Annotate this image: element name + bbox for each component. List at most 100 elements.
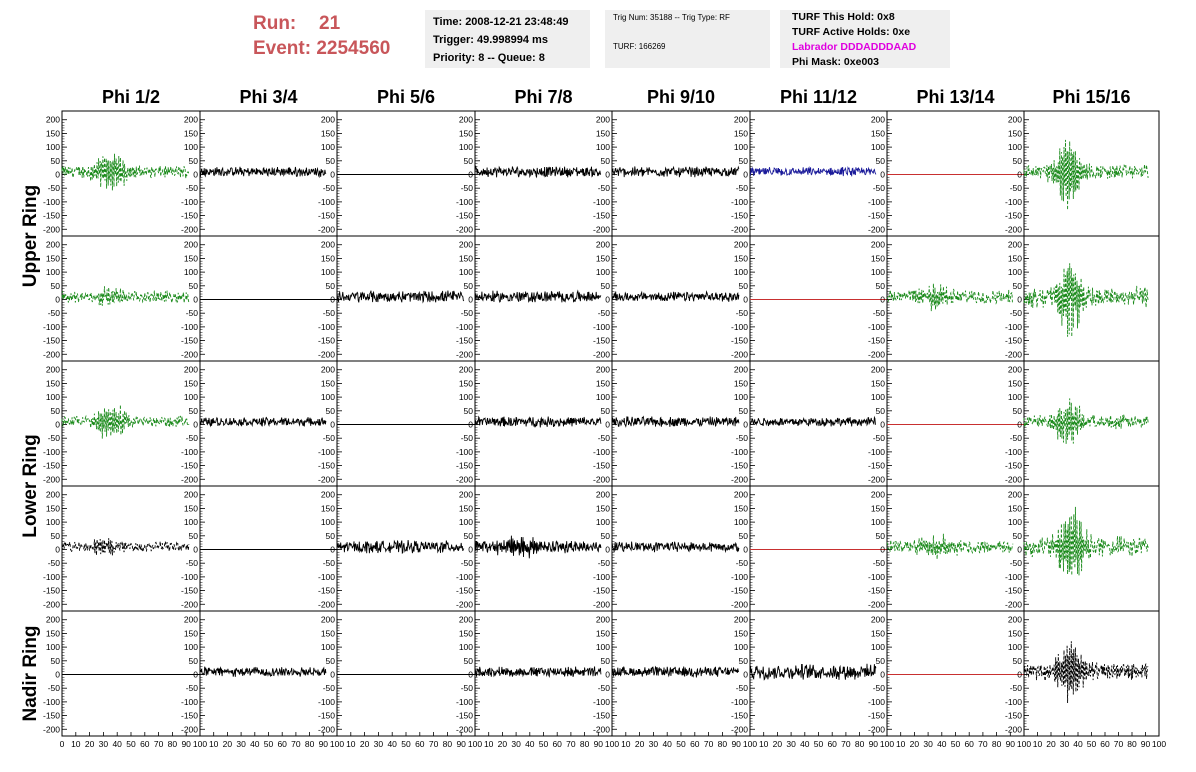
y-tick-label: -150 xyxy=(43,336,60,346)
y-tick-label: 50 xyxy=(51,156,61,166)
y-tick-label: -100 xyxy=(1005,322,1022,332)
y-tick-label: -150 xyxy=(1005,586,1022,596)
y-tick-label: 50 xyxy=(601,281,611,291)
y-tick-label: -200 xyxy=(318,599,335,609)
y-tick-label: -50 xyxy=(48,683,61,693)
y-tick-label: 50 xyxy=(876,156,886,166)
x-tick-label: 70 xyxy=(978,739,988,749)
x-tick-label: 20 xyxy=(910,739,920,749)
y-tick-label: 150 xyxy=(321,128,335,138)
x-tick-label: 0 xyxy=(60,739,65,749)
x-tick-label: 40 xyxy=(250,739,260,749)
y-tick-label: 150 xyxy=(1008,378,1022,388)
y-tick-label: -150 xyxy=(731,336,748,346)
y-tick-label: -200 xyxy=(1005,724,1022,734)
y-tick-label: 0 xyxy=(743,170,748,180)
panel-frame xyxy=(749,235,888,362)
y-tick-label: 100 xyxy=(596,642,610,652)
x-tick-label: 40 xyxy=(937,739,947,749)
x-tick-label: 90 xyxy=(731,739,741,749)
x-tick-label: 30 xyxy=(923,739,933,749)
phi-mask-text: Phi Mask: 0xe003 xyxy=(792,56,879,68)
event-label: Event: xyxy=(253,38,312,59)
y-tick-label: 200 xyxy=(734,115,748,125)
waveform-series xyxy=(1023,139,1149,211)
y-tick-label: 150 xyxy=(871,503,885,513)
y-tick-label: 0 xyxy=(55,545,60,555)
y-tick-label: -200 xyxy=(43,474,60,484)
x-tick-label: 80 xyxy=(305,739,315,749)
y-tick-label: 100 xyxy=(46,392,60,402)
y-tick-label: -50 xyxy=(186,558,199,568)
y-tick-label: 50 xyxy=(326,156,336,166)
run-event-header: Run: 21 Event: 2254560 xyxy=(253,11,423,61)
y-tick-label: 200 xyxy=(46,490,60,500)
y-tick-label: 100 xyxy=(459,642,473,652)
y-tick-label: 200 xyxy=(1008,365,1022,375)
x-tick-label: 80 xyxy=(580,739,590,749)
waveform-series xyxy=(199,666,327,678)
x-tick-label: 100 xyxy=(1017,739,1031,749)
x-tick-label: 50 xyxy=(676,739,686,749)
y-tick-label: 0 xyxy=(880,545,885,555)
x-tick-label: 100 xyxy=(880,739,894,749)
y-tick-label: 150 xyxy=(596,253,610,263)
y-tick-label: -100 xyxy=(456,447,473,457)
x-tick-label: 30 xyxy=(99,739,109,749)
waveform-series xyxy=(474,666,602,679)
y-tick-label: 200 xyxy=(46,240,60,250)
x-tick-label: 90 xyxy=(1006,739,1016,749)
y-tick-label: -150 xyxy=(593,461,610,471)
y-tick-label: -50 xyxy=(598,433,611,443)
x-tick-label: 100 xyxy=(193,739,207,749)
x-tick-label: 20 xyxy=(773,739,783,749)
x-tick-label: 10 xyxy=(209,739,219,749)
y-tick-label: 150 xyxy=(459,503,473,513)
panel-frame xyxy=(61,360,201,487)
y-tick-label: 200 xyxy=(1008,115,1022,125)
y-tick-label: -200 xyxy=(181,599,198,609)
y-tick-label: 200 xyxy=(1008,615,1022,625)
waveform-series xyxy=(611,665,740,678)
y-tick-label: -100 xyxy=(456,197,473,207)
x-tick-label: 30 xyxy=(374,739,384,749)
y-tick-label: 200 xyxy=(459,490,473,500)
y-tick-label: 200 xyxy=(459,615,473,625)
y-tick-label: 50 xyxy=(464,156,474,166)
y-tick-label: 0 xyxy=(55,295,60,305)
run-label: Run: xyxy=(253,13,297,34)
y-tick-label: 50 xyxy=(464,531,474,541)
y-tick-label: -150 xyxy=(181,586,198,596)
y-tick-label: -50 xyxy=(1010,183,1023,193)
y-tick-label: -50 xyxy=(873,558,886,568)
y-tick-label: -150 xyxy=(181,211,198,221)
y-tick-label: 50 xyxy=(739,156,749,166)
x-tick-label: 90 xyxy=(869,739,879,749)
y-tick-label: 100 xyxy=(459,142,473,152)
y-tick-label: 0 xyxy=(880,170,885,180)
x-tick-label: 70 xyxy=(291,739,301,749)
y-tick-label: -200 xyxy=(318,349,335,359)
y-tick-label: 0 xyxy=(193,545,198,555)
y-tick-label: 150 xyxy=(596,503,610,513)
y-tick-label: 50 xyxy=(1013,531,1023,541)
y-tick-label: -150 xyxy=(868,461,885,471)
y-tick-label: 0 xyxy=(1017,170,1022,180)
y-tick-label: 100 xyxy=(871,267,885,277)
y-tick-label: -150 xyxy=(43,711,60,721)
column-title: Phi 9/10 xyxy=(647,87,715,107)
x-tick-label: 90 xyxy=(181,739,191,749)
x-tick-label: 100 xyxy=(468,739,482,749)
x-tick-label: 10 xyxy=(1033,739,1043,749)
y-tick-label: 50 xyxy=(601,156,611,166)
time-info-box: Time: 2008-12-21 23:48:49 Trigger: 49.99… xyxy=(425,10,590,68)
y-tick-label: -200 xyxy=(593,724,610,734)
y-tick-label: 100 xyxy=(1008,142,1022,152)
y-tick-label: -100 xyxy=(868,322,885,332)
y-tick-label: 0 xyxy=(743,670,748,680)
y-tick-label: 100 xyxy=(321,642,335,652)
y-tick-label: 200 xyxy=(184,115,198,125)
y-tick-label: -150 xyxy=(456,461,473,471)
x-tick-label: 40 xyxy=(112,739,122,749)
y-tick-label: -100 xyxy=(43,447,60,457)
